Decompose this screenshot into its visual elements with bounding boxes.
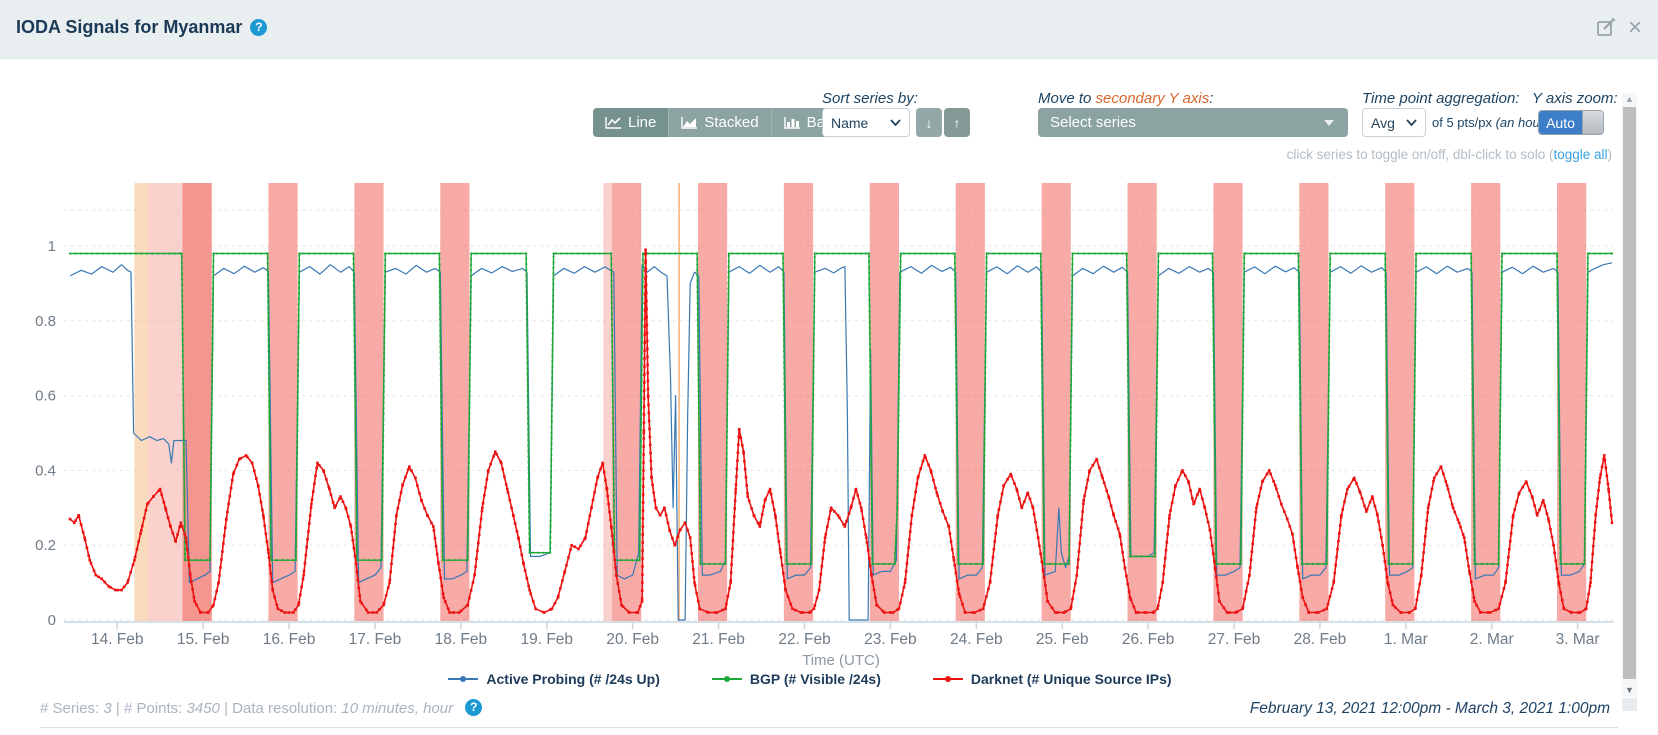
data-resolution: 10 minutes, hour <box>341 700 454 717</box>
svg-text:3. Mar: 3. Mar <box>1556 631 1600 648</box>
svg-text:27. Feb: 27. Feb <box>1208 631 1261 648</box>
close-icon[interactable]: × <box>1627 14 1642 41</box>
svg-text:0.6: 0.6 <box>35 388 56 405</box>
title-text: IODA Signals for Myanmar <box>16 17 243 37</box>
scrollbar-down-arrow[interactable]: ▼ <box>1625 685 1634 695</box>
svg-text:19. Feb: 19. Feb <box>520 631 573 648</box>
y-axis-zoom-toggle[interactable]: Auto <box>1538 110 1604 135</box>
aggregation-select-value: Avg <box>1371 114 1395 131</box>
dropdown-caret-icon <box>1324 120 1334 126</box>
stacked-chart-button[interactable]: Stacked <box>669 108 772 137</box>
legend-label: Active Probing (# /24s Up) <box>486 671 660 687</box>
titlebar: IODA Signals for Myanmar? × <box>0 0 1658 59</box>
scrollbar-corner <box>1622 698 1637 711</box>
sort-select[interactable]: Name <box>822 108 910 137</box>
aggregation-note: of 5 pts/px (an hour) <box>1432 115 1549 130</box>
legend-label: Darknet (# Unique Source IPs) <box>970 671 1172 687</box>
legend-marker-green <box>711 675 742 682</box>
sort-series-label: Sort series by: <box>822 90 918 107</box>
chart-type-button-group: Line Stacked Bar <box>593 108 842 137</box>
stacked-button-label: Stacked <box>704 114 759 131</box>
line-chart-button[interactable]: Line <box>593 108 670 137</box>
legend-item-darknet[interactable]: Darknet (# Unique Source IPs) <box>932 671 1172 687</box>
svg-text:0.4: 0.4 <box>35 462 56 479</box>
y-axis-zoom-label: Y axis zoom: <box>1532 90 1618 107</box>
edit-icon[interactable] <box>1596 17 1618 39</box>
chart-legend: Active Probing (# /24s Up) BGP (# Visibl… <box>0 671 1620 687</box>
select-series-placeholder: Select series <box>1050 114 1136 131</box>
svg-text:16. Feb: 16. Feb <box>263 631 316 648</box>
chevron-down-icon <box>890 119 901 126</box>
svg-text:26. Feb: 26. Feb <box>1122 631 1175 648</box>
svg-text:23. Feb: 23. Feb <box>864 631 917 648</box>
series-toggle-hint: click series to toggle on/off, dbl-click… <box>1286 147 1612 162</box>
legend-item-bgp[interactable]: BGP (# Visible /24s) <box>711 671 881 687</box>
stats-help-icon[interactable]: ? <box>465 699 483 716</box>
bar-chart-icon <box>783 116 800 129</box>
legend-item-active-probing[interactable]: Active Probing (# /24s Up) <box>448 671 660 687</box>
toggle-auto-label: Auto <box>1539 111 1582 134</box>
svg-text:0: 0 <box>48 612 56 629</box>
svg-text:28. Feb: 28. Feb <box>1294 631 1347 648</box>
scrollbar-up-arrow[interactable]: ▲ <box>1625 94 1634 104</box>
svg-text:20. Feb: 20. Feb <box>606 631 659 648</box>
svg-text:18. Feb: 18. Feb <box>435 631 488 648</box>
sort-select-value: Name <box>831 114 869 131</box>
svg-text:24. Feb: 24. Feb <box>950 631 1003 648</box>
scrollbar-thumb[interactable] <box>1623 107 1636 679</box>
signals-chart-canvas[interactable]: 0 0.2 0.4 0.6 0.8 1 14. Feb 15. Feb 16. Feb 17. F… <box>0 165 1658 670</box>
page-title: IODA Signals for Myanmar? <box>16 17 268 38</box>
stacked-chart-icon <box>681 116 698 129</box>
svg-text:0.8: 0.8 <box>35 313 56 330</box>
svg-text:25. Feb: 25. Feb <box>1036 631 1089 648</box>
secondary-axis-label: Move to secondary Y axis: <box>1038 90 1214 107</box>
title-help-icon[interactable]: ? <box>250 19 268 36</box>
sort-descending-button[interactable]: ↓ <box>916 108 942 137</box>
vertical-scrollbar[interactable]: ▲ ▼ <box>1622 93 1637 697</box>
date-range: February 13, 2021 12:00pm - March 3, 202… <box>1249 700 1610 717</box>
line-button-label: Line <box>628 114 657 131</box>
svg-text:15. Feb: 15. Feb <box>177 631 230 648</box>
svg-text:1. Mar: 1. Mar <box>1384 631 1428 648</box>
chevron-down-icon <box>1406 119 1417 126</box>
line-chart-icon <box>605 116 621 129</box>
select-series-dropdown[interactable]: Select series <box>1038 108 1348 137</box>
svg-text:Time (UTC): Time (UTC) <box>802 652 880 669</box>
toggle-knob[interactable] <box>1582 111 1603 134</box>
points-count: 3450 <box>186 700 220 717</box>
legend-marker-red <box>932 675 963 682</box>
svg-text:14. Feb: 14. Feb <box>91 631 144 648</box>
legend-label: BGP (# Visible /24s) <box>749 671 881 687</box>
svg-text:2. Mar: 2. Mar <box>1470 631 1514 648</box>
svg-text:22. Feb: 22. Feb <box>778 631 831 648</box>
bottom-divider <box>40 727 1618 728</box>
legend-marker-blue <box>448 675 479 682</box>
aggregation-select[interactable]: Avg <box>1362 108 1426 137</box>
svg-text:17. Feb: 17. Feb <box>349 631 402 648</box>
aggregation-label: Time point aggregation: <box>1362 90 1520 107</box>
svg-text:1: 1 <box>48 238 56 255</box>
toggle-all-link[interactable]: toggle all <box>1553 147 1608 162</box>
chart-stats: # Series: 3 | # Points: 3450 | Data reso… <box>40 699 483 717</box>
series-count: 3 <box>103 700 112 717</box>
svg-text:21. Feb: 21. Feb <box>692 631 745 648</box>
sort-ascending-button[interactable]: ↑ <box>944 108 970 137</box>
svg-text:0.2: 0.2 <box>35 537 56 554</box>
